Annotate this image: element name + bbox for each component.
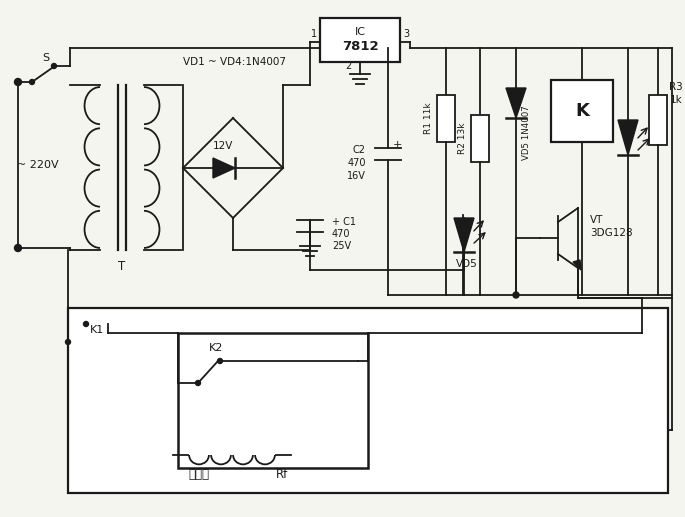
Bar: [178, 333, 368, 468]
Text: R2 13k: R2 13k: [458, 123, 467, 154]
Text: +: +: [393, 140, 402, 150]
Polygon shape: [213, 158, 235, 178]
Text: 1: 1: [311, 29, 317, 39]
Text: VD5: VD5: [456, 259, 478, 269]
Circle shape: [218, 358, 223, 363]
Circle shape: [513, 292, 519, 298]
Circle shape: [51, 64, 56, 68]
Circle shape: [14, 245, 21, 251]
Text: K2: K2: [209, 343, 223, 353]
Circle shape: [195, 381, 201, 386]
Text: ~ 220V: ~ 220V: [17, 160, 59, 170]
Bar: [437, 95, 455, 142]
Text: S: S: [42, 53, 49, 63]
Text: 470: 470: [332, 229, 351, 239]
Text: + C1: + C1: [332, 217, 356, 227]
Text: R3: R3: [669, 82, 683, 92]
Circle shape: [84, 322, 88, 327]
Text: VD5 1N4007: VD5 1N4007: [522, 105, 531, 160]
Text: 12V: 12V: [213, 141, 233, 151]
Text: Rf: Rf: [276, 468, 288, 481]
Text: VD1 ~ VD4:1N4007: VD1 ~ VD4:1N4007: [184, 57, 286, 67]
Text: C2: C2: [353, 145, 366, 155]
Text: R1 11k: R1 11k: [424, 103, 433, 134]
Polygon shape: [506, 88, 526, 118]
Text: T: T: [119, 260, 125, 272]
Bar: [551, 80, 613, 142]
Text: K: K: [575, 102, 589, 120]
Text: 恒温筱: 恒温筱: [188, 468, 209, 481]
Polygon shape: [573, 260, 581, 270]
Bar: [68, 308, 668, 493]
Bar: [471, 115, 489, 162]
Circle shape: [66, 340, 71, 344]
Text: 25V: 25V: [332, 241, 351, 251]
Polygon shape: [454, 218, 474, 252]
Circle shape: [29, 80, 34, 84]
Circle shape: [14, 79, 21, 85]
Text: 3: 3: [403, 29, 409, 39]
Text: 2: 2: [346, 61, 352, 71]
Text: 470: 470: [347, 158, 366, 168]
Text: VT: VT: [590, 215, 603, 225]
Text: K1: K1: [90, 325, 104, 335]
Text: IC: IC: [355, 27, 366, 37]
Text: 7812: 7812: [342, 39, 378, 53]
Text: 3DG128: 3DG128: [590, 228, 633, 238]
Polygon shape: [618, 120, 638, 155]
Text: 1k: 1k: [670, 95, 682, 105]
Text: 16V: 16V: [347, 171, 366, 181]
Bar: [649, 95, 667, 145]
Bar: [320, 18, 400, 62]
